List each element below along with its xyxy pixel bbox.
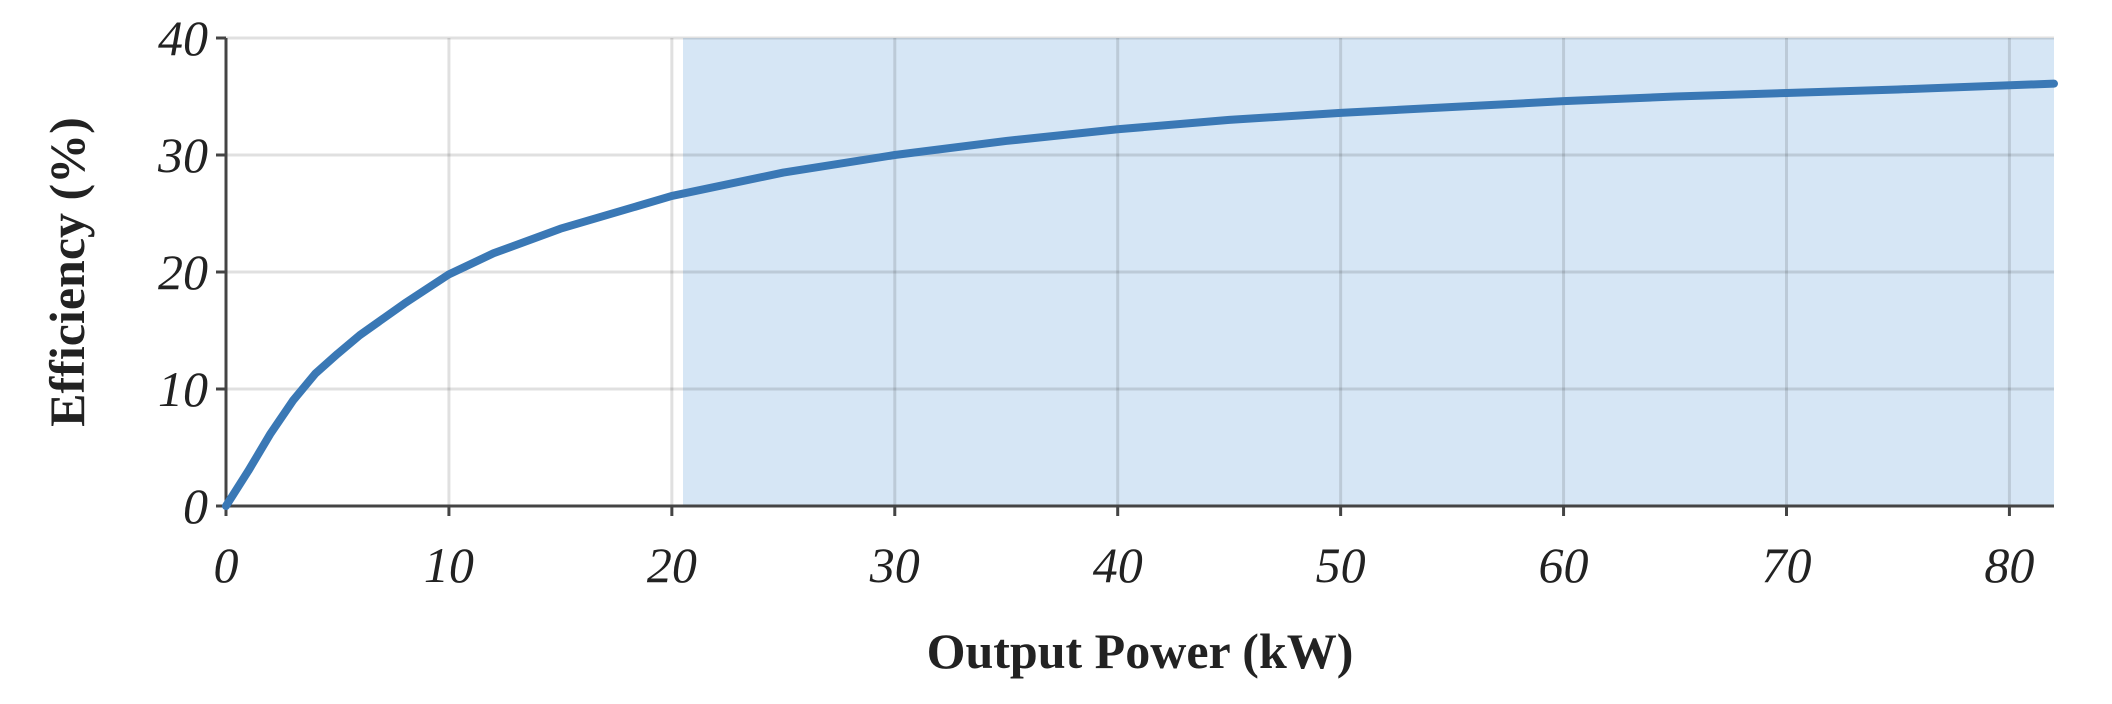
y-tick-label: 10: [158, 361, 208, 417]
x-tick-label: 20: [647, 537, 697, 593]
y-tick-label: 40: [158, 10, 208, 66]
highlight-region: [683, 38, 2054, 506]
y-tick-label: 20: [158, 244, 208, 300]
data-line: [222, 79, 2058, 510]
x-tick-label: 40: [1093, 537, 1143, 593]
y-tick-label: 30: [157, 127, 208, 183]
x-axis-title: Output Power (kW): [927, 623, 1354, 679]
x-tick-label: 10: [424, 537, 474, 593]
y-tick-label: 0: [183, 478, 208, 534]
y-axis-title: Efficiency (%): [39, 117, 95, 427]
x-tick-label: 50: [1316, 537, 1366, 593]
x-tick-label: 0: [214, 537, 239, 593]
x-tick-label: 30: [869, 537, 920, 593]
x-tick-label: 60: [1539, 537, 1589, 593]
x-tick-label: 70: [1761, 537, 1811, 593]
x-tick-label: 80: [1984, 537, 2034, 593]
